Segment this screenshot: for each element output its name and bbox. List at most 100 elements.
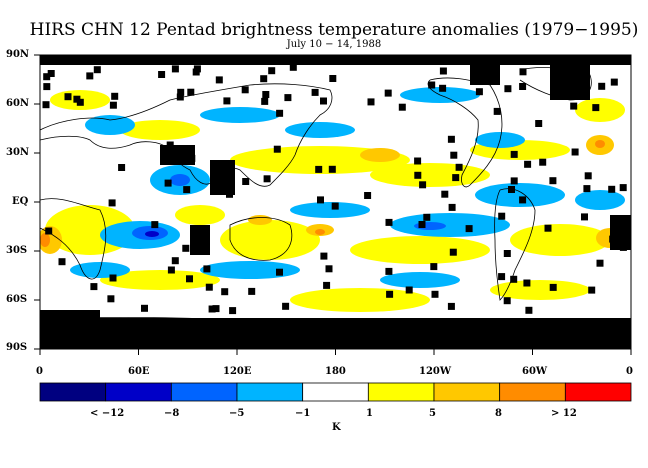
colorbar-swatch xyxy=(39,382,107,402)
colorbar-swatch xyxy=(367,382,435,402)
missing-data-pixel xyxy=(268,67,276,75)
lat-label-60n: 60N xyxy=(6,98,30,109)
missing-data-pixel xyxy=(419,181,427,189)
missing-data-pixel xyxy=(498,212,506,220)
missing-data-pixel xyxy=(610,78,618,86)
missing-data-pixel xyxy=(141,304,148,312)
colorbar-swatch xyxy=(105,382,172,402)
missing-data-pixel xyxy=(455,163,463,171)
missing-data-pixel xyxy=(544,224,552,232)
colorbar-label-gt-12: > 12 xyxy=(551,408,577,419)
missing-data-pixel xyxy=(592,104,600,112)
missing-data-pixel xyxy=(452,174,460,182)
missing-data-pixel xyxy=(423,213,431,221)
missing-data-pixel xyxy=(58,258,66,266)
colorbar-label-8: 8 xyxy=(495,408,502,419)
missing-data-pixel xyxy=(619,184,627,192)
missing-data-pixel xyxy=(93,66,101,74)
missing-data-pixel xyxy=(212,305,220,313)
anomaly-field xyxy=(40,55,631,349)
missing-data-pixel xyxy=(176,93,184,101)
missing-data-pixel xyxy=(166,141,174,149)
missing-data-pixel xyxy=(596,259,604,267)
missing-data-pixel xyxy=(447,135,455,143)
missing-data-pixel xyxy=(284,94,292,102)
missing-data-pixel xyxy=(317,196,324,204)
missing-data-pixel xyxy=(320,252,328,260)
missing-data-pixel xyxy=(524,160,532,168)
missing-data-pixel xyxy=(503,250,511,257)
missing-data-pixel xyxy=(428,81,436,89)
missing-data-pixel xyxy=(171,257,179,265)
missing-data-pixel xyxy=(329,75,337,82)
missing-data-pixel xyxy=(193,65,201,73)
missing-data-pixel xyxy=(109,101,117,109)
lat-label-30n: 30N xyxy=(6,147,30,158)
missing-data-pixel xyxy=(186,275,193,283)
missing-data-pixel xyxy=(107,295,115,303)
missing-data-pixel xyxy=(273,145,281,153)
missing-data-pixel xyxy=(525,306,533,314)
colorbar-swatch xyxy=(433,382,501,402)
map-title: HIRS CHN 12 Pentad brightness temperatur… xyxy=(29,20,639,40)
missing-data-pixel xyxy=(364,192,372,199)
colorbar-swatch xyxy=(564,382,632,402)
missing-data-pixel xyxy=(187,88,195,96)
missing-data-pixel xyxy=(205,283,213,291)
missing-data-pixel xyxy=(260,75,268,83)
missing-data-pixel xyxy=(323,281,331,289)
missing-data-pixel xyxy=(42,101,50,109)
missing-data-pixel xyxy=(566,82,574,90)
missing-data-pixel xyxy=(223,97,231,105)
missing-data-pixel xyxy=(108,199,116,207)
lat-label-60s: 60S xyxy=(6,294,28,305)
missing-data-pixel xyxy=(414,171,422,179)
missing-data-pixel xyxy=(227,164,235,171)
missing-data-pixel xyxy=(609,235,617,243)
missing-data-pixel xyxy=(183,186,191,194)
missing-data-pixel xyxy=(510,275,518,283)
missing-data-pixel xyxy=(203,265,211,273)
colorbar xyxy=(39,382,632,402)
lon-label-120w: 120W xyxy=(419,366,452,377)
missing-data-pixel xyxy=(43,73,51,81)
missing-data-pixel xyxy=(182,244,190,252)
missing-data-pixel xyxy=(158,71,166,78)
lat-label-90s: 90S xyxy=(6,342,28,353)
missing-data-pixel xyxy=(221,288,229,296)
axis-ticks xyxy=(34,54,632,355)
missing-data-pixel xyxy=(493,107,501,115)
missing-data-pixel xyxy=(557,63,565,71)
colorbar-label-1: 1 xyxy=(366,408,373,419)
missing-data-pixel xyxy=(118,164,126,171)
missing-data-pixel xyxy=(262,91,270,98)
missing-data-pixel xyxy=(504,85,512,93)
missing-data-pixel xyxy=(503,297,511,305)
missing-data-pixel xyxy=(519,196,527,204)
missing-data-pixel xyxy=(539,158,547,166)
missing-data-pixel xyxy=(241,86,249,94)
very-strong-negative-regions xyxy=(145,231,159,237)
missing-data-pixel xyxy=(222,176,230,184)
missing-data-pixel xyxy=(385,218,393,226)
missing-data-pixels xyxy=(42,63,630,315)
missing-data-pixel xyxy=(47,70,55,77)
missing-data-pixel xyxy=(598,82,606,90)
missing-data-pixel xyxy=(208,305,216,313)
missing-data-pixel xyxy=(76,98,84,106)
missing-data-pixel xyxy=(619,243,627,251)
missing-data-pixel xyxy=(510,150,518,158)
lon-label-60w: 60W xyxy=(522,366,548,377)
missing-data-pixel xyxy=(450,151,458,159)
missing-data-pixel xyxy=(248,287,256,295)
missing-data-pixel xyxy=(588,286,596,294)
missing-data-pixel xyxy=(430,263,438,271)
missing-data-pixel xyxy=(414,157,422,165)
colorbar-label-neg5: −5 xyxy=(229,408,245,419)
missing-data-pixel xyxy=(448,203,456,211)
missing-data-pixel xyxy=(43,83,51,91)
missing-data-pixel xyxy=(226,190,233,198)
missing-data-pixel xyxy=(367,98,375,106)
map-subtitle: July 10 − 14, 1988 xyxy=(286,39,382,50)
colorbar-label-5: 5 xyxy=(429,408,436,419)
